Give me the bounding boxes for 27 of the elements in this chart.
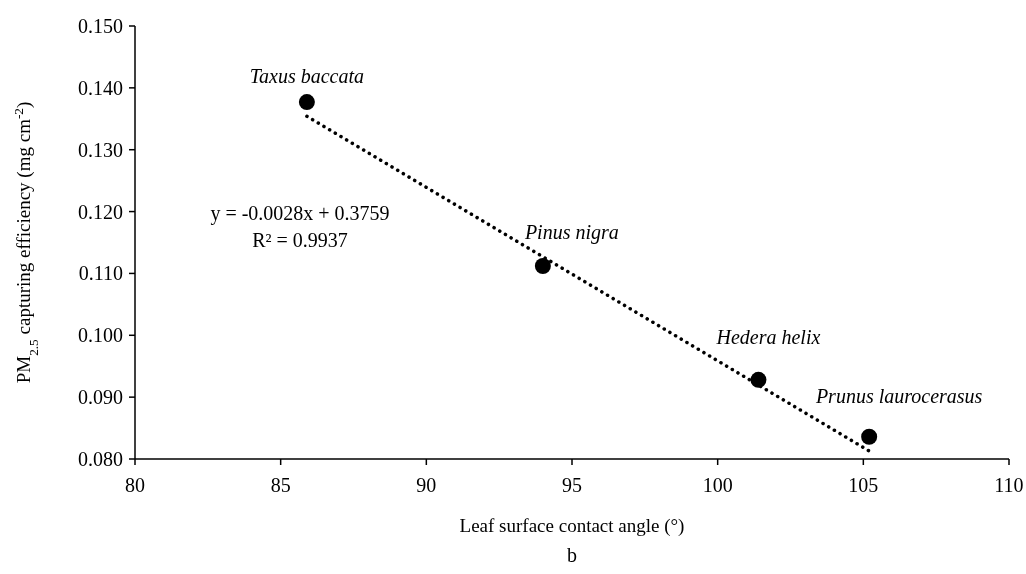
x-tick-label: 100 — [702, 474, 733, 496]
x-tick-label: 95 — [562, 474, 582, 496]
point — [534, 258, 551, 275]
y-tick-label: 0.120 — [78, 200, 123, 223]
annotation: Taxus baccata — [249, 65, 365, 88]
point — [298, 94, 315, 111]
y-tick-label: 0.100 — [78, 324, 123, 347]
y-tick-label: 0.110 — [78, 262, 123, 285]
y-tick-label: 0.150 — [78, 15, 123, 37]
annotation: Hedera helix — [715, 325, 821, 348]
annotation: y = -0.0028x + 0.3759 — [210, 202, 390, 225]
x-axis-title: Leaf surface contact angle (°) — [459, 515, 685, 537]
annotation: R² = 0.9937 — [252, 229, 348, 251]
y-tick-label: 0.140 — [78, 76, 123, 99]
point — [861, 428, 878, 445]
x-tick-label: 90 — [416, 474, 437, 496]
x-tick-label: 110 — [994, 474, 1024, 496]
x-tick-label: 85 — [270, 474, 291, 496]
x-tick-label: 80 — [125, 474, 145, 496]
y-tick-label: 0.130 — [78, 138, 123, 161]
text: b — [567, 544, 577, 566]
x-tick-label: 105 — [848, 474, 879, 496]
y-tick-label: 0.080 — [78, 448, 123, 470]
annotation: Pinus nigra — [523, 221, 619, 245]
annotation: Prunus laurocerasus — [814, 384, 983, 407]
point — [750, 371, 767, 388]
y-tick-label: 0.090 — [78, 386, 123, 409]
